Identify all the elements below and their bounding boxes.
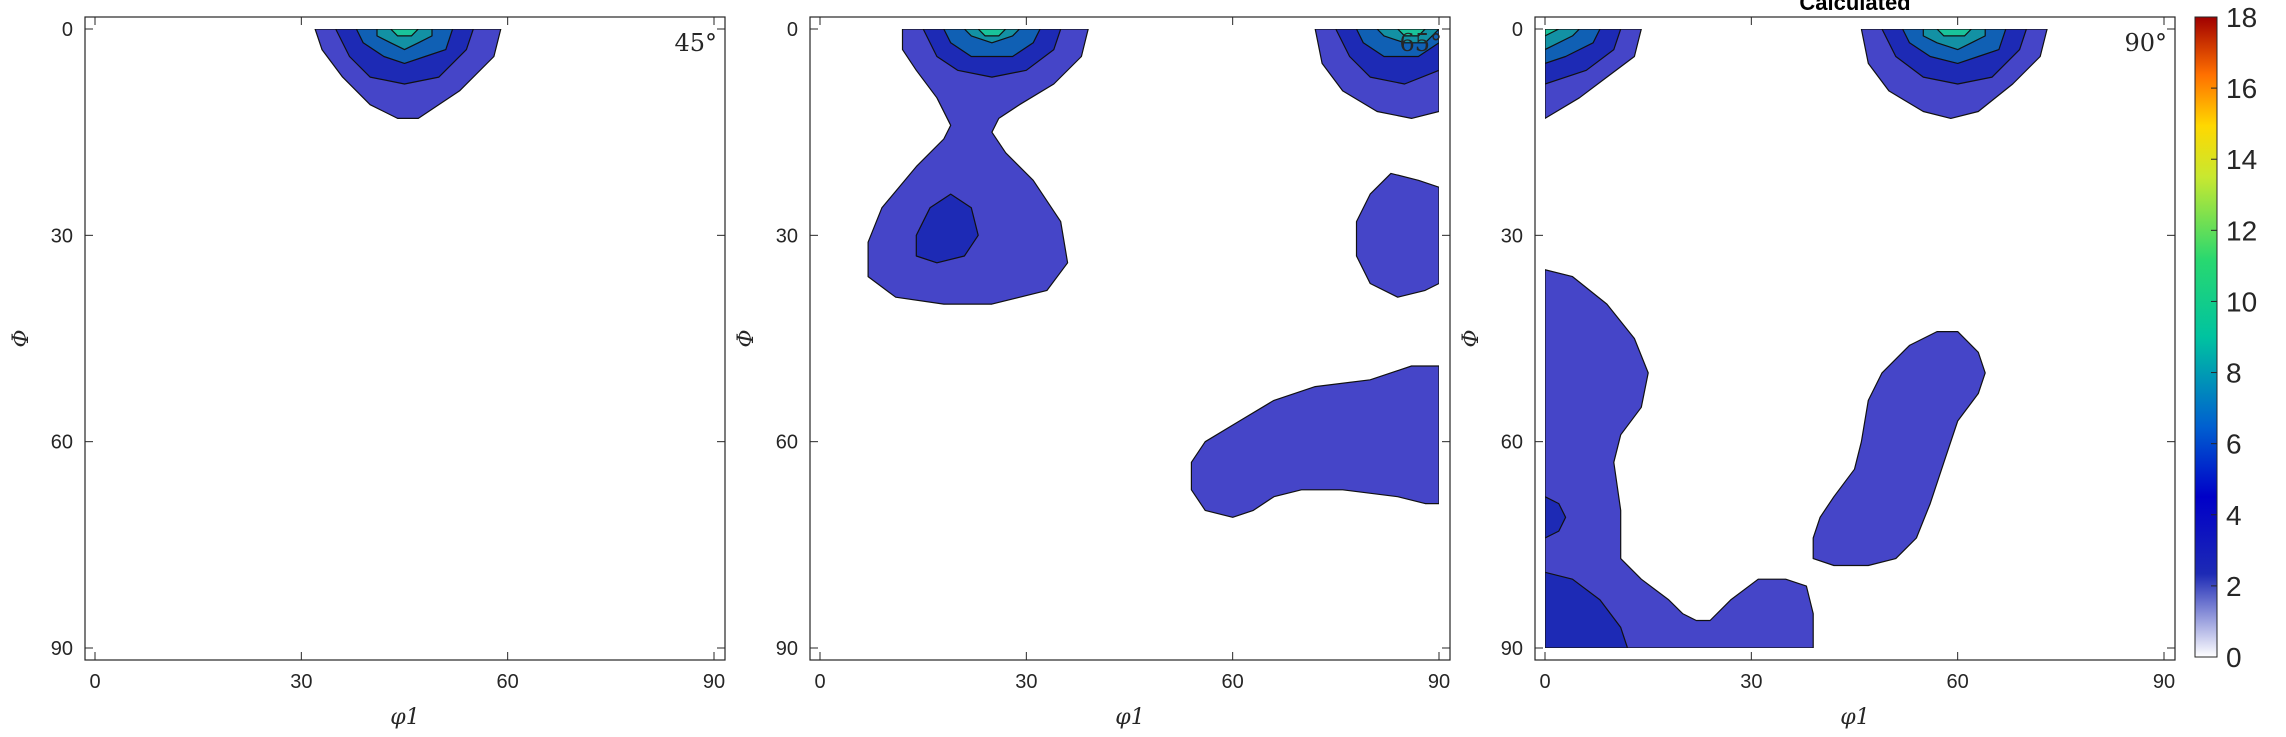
colorbar-tick-label: 16 <box>2226 73 2257 104</box>
contour-level-3 <box>915 193 979 264</box>
x-tick-label: 0 <box>814 671 825 693</box>
plot-frame <box>1534 16 2176 661</box>
odf-panel-2: 0 30 60 90 0 30 60 90 φ1 Φ 65° <box>734 16 1451 730</box>
y-axis-label: Φ <box>734 329 759 347</box>
y-tick-label: 90 <box>51 638 73 660</box>
odf-panel-3: 0 30 60 90 0 30 60 90 φ1 Φ 90° Calculated <box>1459 0 2176 730</box>
colorbar-tick-label: 4 <box>2226 500 2242 531</box>
contour-group <box>314 29 502 120</box>
contour-level-9 <box>390 29 419 37</box>
odf-panel-1: 0 30 60 90 0 30 60 90 φ1 Φ 45° <box>9 16 726 730</box>
contour-level-9 <box>1545 29 1560 37</box>
y-tick-label: 30 <box>1501 225 1523 247</box>
y-tick-label: 0 <box>787 19 798 41</box>
x-tick-label: 90 <box>2153 671 2175 693</box>
x-tick-label: 90 <box>1428 671 1450 693</box>
section-angle-label: 45° <box>674 29 717 57</box>
contour-level-3 <box>1545 571 1629 648</box>
contour-level-7 <box>1922 29 1986 51</box>
plot-frame <box>84 16 726 661</box>
contour-level-1 <box>1355 172 1439 298</box>
contour-level-1 <box>1190 365 1439 518</box>
y-tick-label: 90 <box>1501 638 1523 660</box>
colorbar-tick-label: 0 <box>2226 642 2242 673</box>
colorbar-tick-label: 18 <box>2226 2 2257 33</box>
y-tick-label: 60 <box>51 432 73 454</box>
contour-level-7 <box>376 29 433 51</box>
contour-level-1 <box>1545 269 1814 648</box>
contour-group <box>867 29 1439 518</box>
y-tick-label: 30 <box>776 225 798 247</box>
y-axis-label: Φ <box>9 329 34 347</box>
x-axis-label: φ1 <box>1115 705 1144 730</box>
x-tick-label: 30 <box>1740 671 1762 693</box>
x-tick-label: 60 <box>1947 671 1969 693</box>
colorbar-tick-label: 2 <box>2226 571 2242 602</box>
y-tick-label: 90 <box>776 638 798 660</box>
colorbar-tick-label: 14 <box>2226 144 2257 175</box>
x-axis-label: φ1 <box>1840 705 1869 730</box>
y-axis-label: Φ <box>1459 329 1484 347</box>
chart-title: Calculated <box>1799 0 1910 15</box>
x-tick-label: 30 <box>1015 671 1037 693</box>
x-tick-label: 0 <box>1539 671 1550 693</box>
section-angle-label: 65° <box>1399 29 1442 57</box>
contour-level-3 <box>1545 496 1567 539</box>
x-axis-label: φ1 <box>390 705 419 730</box>
x-tick-label: 0 <box>89 671 100 693</box>
contour-level-9 <box>977 29 1007 37</box>
y-tick-label: 60 <box>776 432 798 454</box>
x-tick-label: 60 <box>1222 671 1244 693</box>
contour-level-1 <box>1812 331 1986 567</box>
contour-level-9 <box>1397 29 1426 37</box>
contour-group <box>1545 29 2048 648</box>
colorbar-tick-label: 6 <box>2226 429 2242 460</box>
x-tick-label: 90 <box>703 671 725 693</box>
colorbar-tick-label: 10 <box>2226 286 2257 317</box>
colorbar-tick-label: 8 <box>2226 358 2242 389</box>
colorbar-tick-label: 12 <box>2226 215 2257 246</box>
section-angle-label: 90° <box>2124 29 2167 57</box>
contour-level-9 <box>1936 29 1973 37</box>
y-tick-label: 30 <box>51 225 73 247</box>
y-tick-label: 0 <box>62 19 73 41</box>
x-tick-label: 30 <box>290 671 312 693</box>
y-tick-label: 60 <box>1501 432 1523 454</box>
colorbar-gradient <box>2194 16 2218 658</box>
contour-level-7 <box>1545 29 1581 51</box>
colorbar: 18 16 14 12 10 8 6 4 2 0 <box>2194 2 2257 673</box>
x-tick-label: 60 <box>497 671 519 693</box>
plot-frame <box>809 16 1451 661</box>
y-tick-label: 0 <box>1512 19 1523 41</box>
